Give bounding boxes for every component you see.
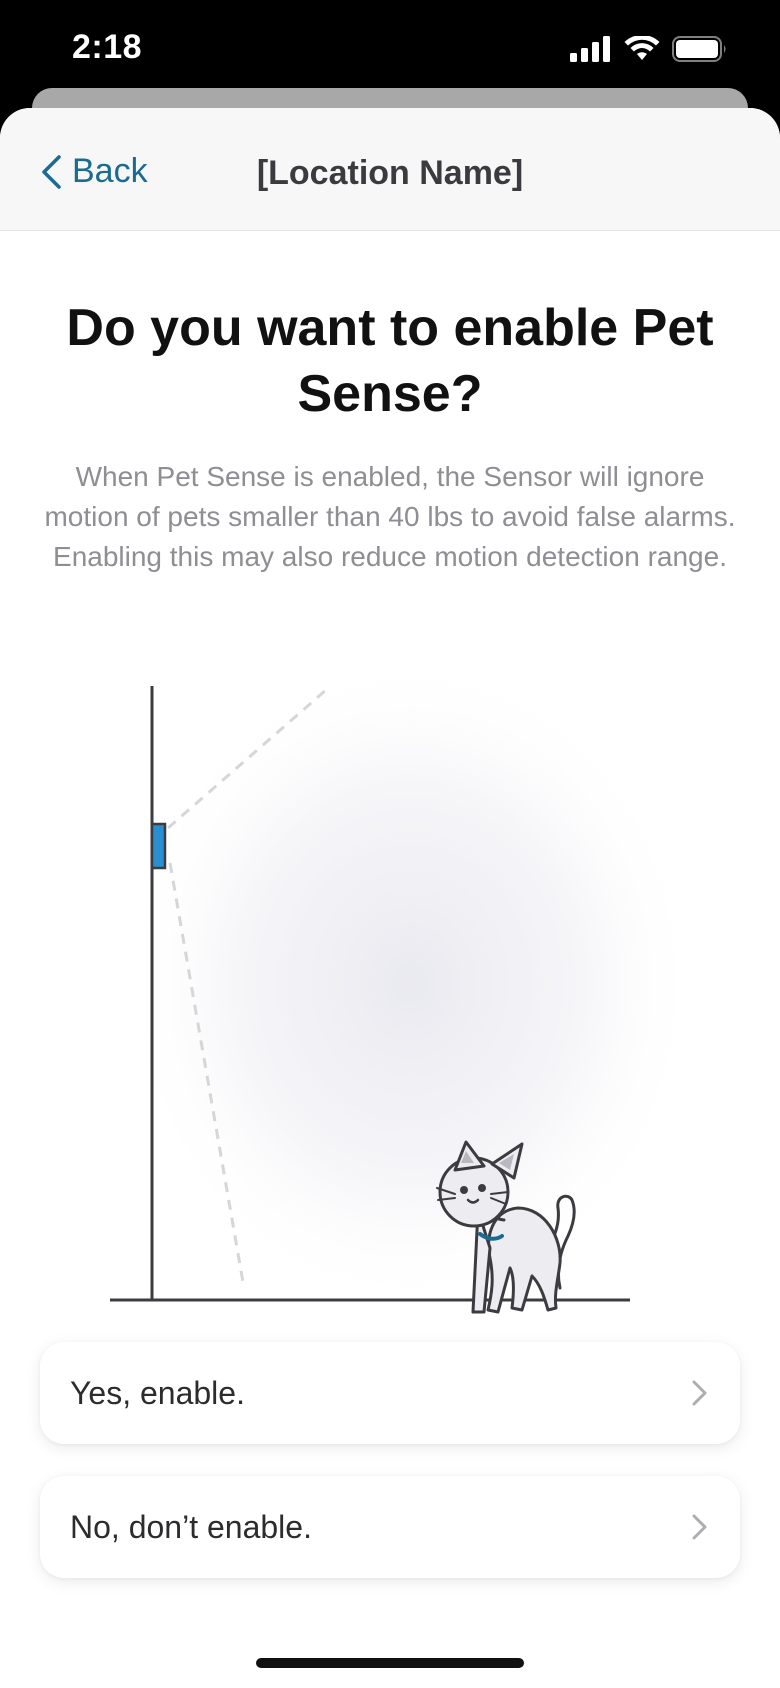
pet-sense-illustration: [110, 653, 700, 1314]
status-icons: [570, 36, 728, 62]
page-title: Do you want to enable Pet Sense?: [66, 299, 714, 423]
chevron-left-icon: [42, 154, 61, 189]
chevron-right-icon: [692, 1514, 707, 1540]
status-time: 2:18: [72, 28, 143, 66]
detection-field: [120, 653, 700, 1313]
yes-enable-button[interactable]: Yes, enable.: [40, 1342, 740, 1444]
description-text: When Pet Sense is enabled, the Sensor wi…: [44, 461, 736, 572]
home-indicator[interactable]: [256, 1658, 524, 1668]
no-dont-enable-button[interactable]: No, don’t enable.: [40, 1476, 740, 1578]
chevron-right-icon: [692, 1380, 707, 1406]
status-bar: 2:18: [0, 0, 780, 100]
navigation-bar: Back [Location Name]: [0, 108, 780, 231]
cellular-signal-icon: [570, 36, 610, 62]
nav-title: [Location Name]: [256, 154, 524, 192]
back-button[interactable]: Back: [40, 152, 148, 191]
motion-sensor: [150, 822, 167, 870]
battery-icon: [672, 36, 726, 62]
no-dont-enable-label: No, don’t enable.: [70, 1508, 312, 1545]
modal-sheet: Back [Location Name] Do you want to enab…: [0, 108, 780, 1688]
yes-enable-label: Yes, enable.: [70, 1374, 245, 1411]
wifi-icon: [624, 36, 660, 60]
cat-illustration: [436, 1140, 576, 1314]
back-label: Back: [72, 152, 148, 190]
